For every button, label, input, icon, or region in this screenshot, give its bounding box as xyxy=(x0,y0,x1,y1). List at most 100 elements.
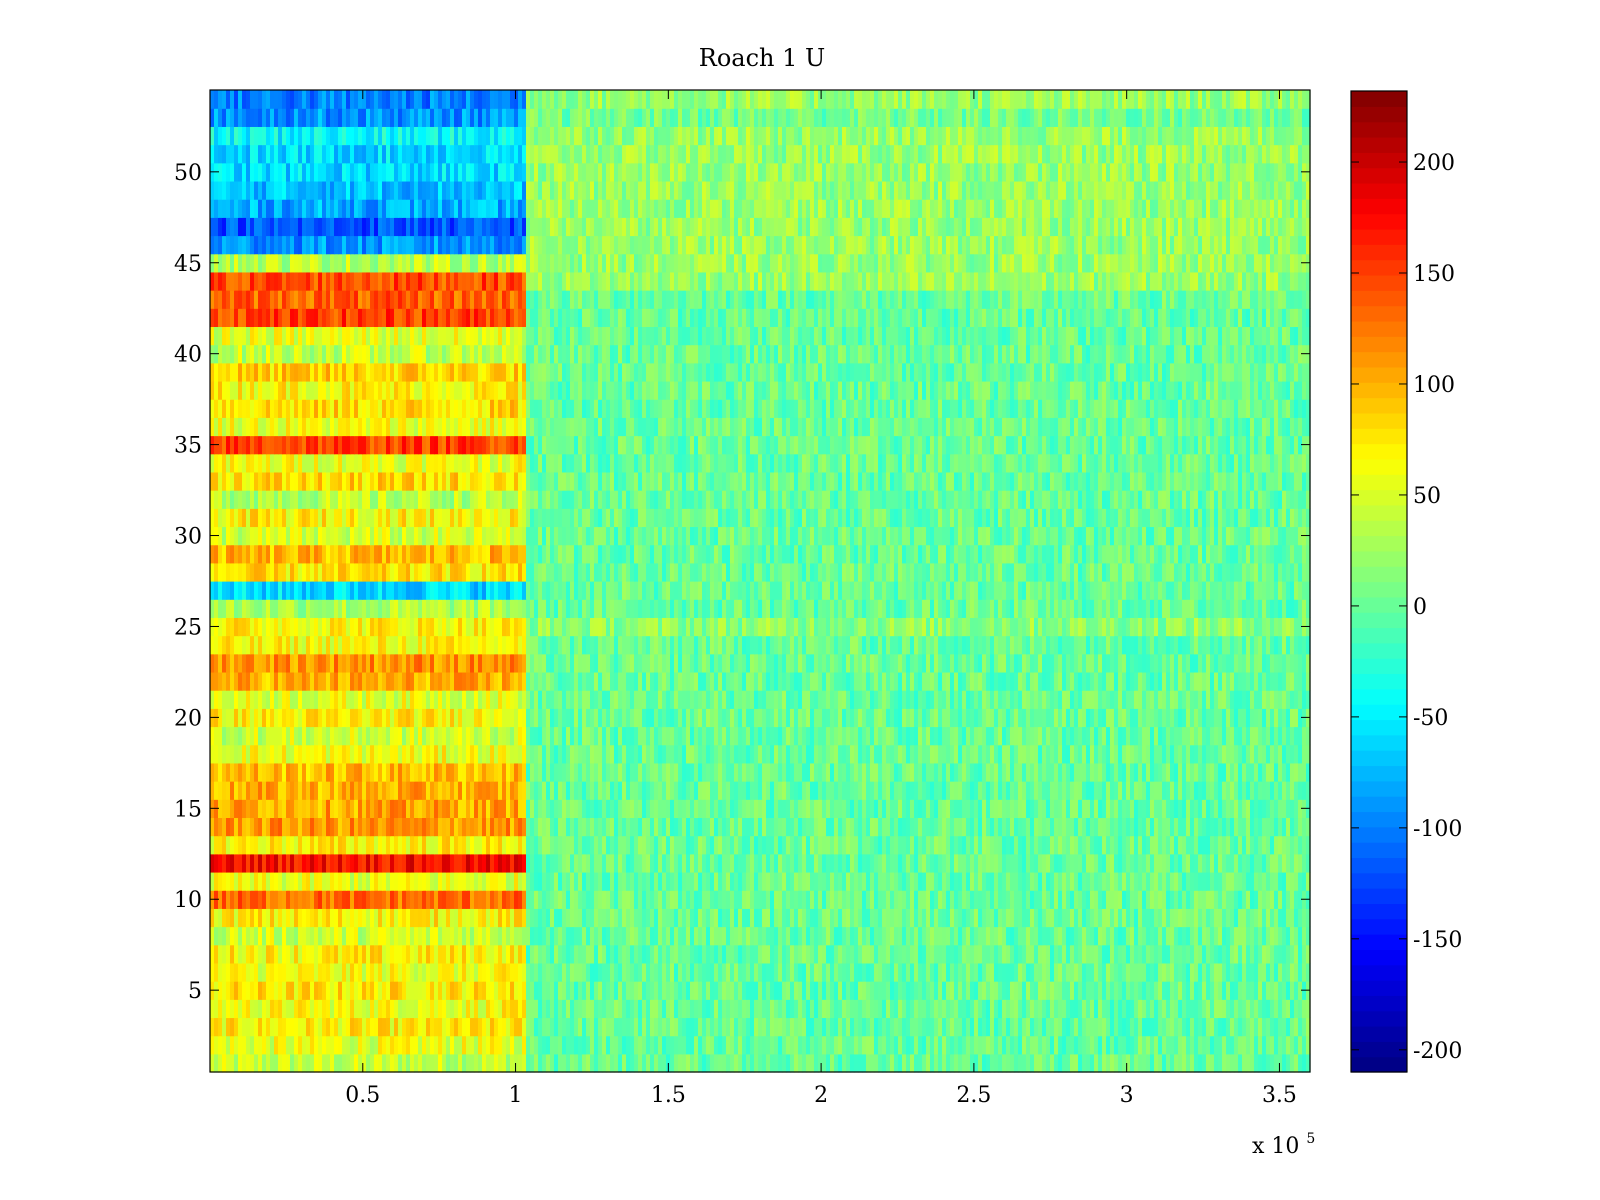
y-tick-label: 20 xyxy=(174,706,202,731)
colorbar-band xyxy=(1351,1041,1407,1058)
colorbar-tick-label: -50 xyxy=(1413,706,1448,731)
x-tick-label: 3.5 xyxy=(1262,1083,1297,1108)
colorbar-band xyxy=(1351,428,1407,445)
colorbar-band xyxy=(1351,336,1407,353)
colorbar-band xyxy=(1351,182,1407,199)
colorbar-band xyxy=(1351,596,1407,613)
x-tick-label: 3 xyxy=(1120,1083,1134,1108)
x-axis-multiplier-exponent: 5 xyxy=(1306,1131,1315,1147)
colorbar-band xyxy=(1351,320,1407,337)
colorbar-band xyxy=(1351,213,1407,230)
colorbar-tick-label: -100 xyxy=(1413,817,1462,842)
colorbar-band xyxy=(1351,351,1407,368)
heatmap-image xyxy=(210,90,1311,1073)
y-tick-label: 25 xyxy=(174,615,202,640)
colorbar-band xyxy=(1351,719,1407,736)
colorbar-band xyxy=(1351,535,1407,552)
x-tick-label: 0.5 xyxy=(345,1083,380,1108)
colorbar-band xyxy=(1351,612,1407,629)
colorbar-band xyxy=(1351,106,1407,123)
colorbar xyxy=(1351,91,1407,1073)
colorbar-band xyxy=(1351,397,1407,414)
colorbar-band xyxy=(1351,274,1407,291)
x-tick-label: 1.5 xyxy=(651,1083,686,1108)
colorbar-band xyxy=(1351,504,1407,521)
colorbar-tick-label: 100 xyxy=(1413,373,1455,398)
y-tick-label: 15 xyxy=(174,797,202,822)
colorbar-band xyxy=(1351,167,1407,184)
colorbar-band xyxy=(1351,627,1407,644)
y-tick-label: 30 xyxy=(174,525,202,550)
colorbar-band xyxy=(1351,244,1407,261)
colorbar-band xyxy=(1351,412,1407,429)
y-tick-label: 5 xyxy=(188,979,202,1004)
colorbar-band xyxy=(1351,995,1407,1012)
colorbar-band xyxy=(1351,750,1407,767)
colorbar-band xyxy=(1351,305,1407,322)
colorbar-band xyxy=(1351,903,1407,920)
colorbar-tick-label: 150 xyxy=(1413,262,1455,287)
colorbar-band xyxy=(1351,704,1407,721)
colorbar-band xyxy=(1351,934,1407,950)
plot-frame xyxy=(209,89,1311,1073)
colorbar-band xyxy=(1351,658,1407,675)
colorbar-band xyxy=(1351,811,1407,828)
colorbar-tick-label: 0 xyxy=(1413,595,1427,620)
colorbar-tick-label: 50 xyxy=(1413,484,1441,509)
colorbar-band xyxy=(1351,688,1407,705)
x-tick-label: 1 xyxy=(509,1083,523,1108)
colorbar-tick-label: -150 xyxy=(1413,928,1462,953)
colorbar-band xyxy=(1351,520,1407,537)
colorbar-band xyxy=(1351,228,1407,245)
y-tick-label: 45 xyxy=(174,252,202,277)
colorbar-band xyxy=(1351,1010,1407,1027)
colorbar-band xyxy=(1351,443,1407,460)
colorbar-band xyxy=(1351,566,1407,583)
colorbar-band xyxy=(1351,121,1407,138)
colorbar-band xyxy=(1351,642,1407,659)
colorbar-band xyxy=(1351,489,1407,506)
colorbar-band xyxy=(1351,826,1407,843)
chart-title: Roach 1 U xyxy=(699,44,825,72)
colorbar-band xyxy=(1351,918,1407,935)
colorbar-band xyxy=(1351,136,1407,153)
colorbar-band xyxy=(1351,474,1407,491)
colorbar-tick-label: -200 xyxy=(1413,1039,1462,1064)
colorbar-axis: -200 -150 -100 -50 0 50 100 150 200 xyxy=(1351,151,1462,1064)
colorbar-band xyxy=(1351,91,1407,107)
colorbar-band xyxy=(1351,1056,1407,1073)
x-axis-multiplier: x 10 5 xyxy=(1252,1131,1315,1159)
colorbar-band xyxy=(1351,290,1407,307)
colorbar-band xyxy=(1351,366,1407,383)
y-tick-label: 40 xyxy=(174,343,202,368)
colorbar-band xyxy=(1351,382,1407,399)
colorbar-tick-label: 200 xyxy=(1413,151,1455,176)
colorbar-band xyxy=(1351,980,1407,996)
colorbar-band xyxy=(1351,198,1407,215)
colorbar-band xyxy=(1351,550,1407,567)
y-tick-label: 35 xyxy=(174,434,202,459)
x-axis: 0.5 1 1.5 2 2.5 3 3.5 xyxy=(345,90,1297,1108)
colorbar-band xyxy=(1351,734,1407,751)
colorbar-band xyxy=(1351,780,1407,797)
colorbar-band xyxy=(1351,842,1407,859)
colorbar-band xyxy=(1351,259,1407,276)
x-tick-label: 2.5 xyxy=(956,1083,991,1108)
colorbar-band xyxy=(1351,458,1407,475)
y-tick-label: 50 xyxy=(174,161,202,186)
colorbar-band xyxy=(1351,796,1407,813)
x-tick-label: 2 xyxy=(814,1083,828,1108)
x-axis-multiplier-base: x 10 xyxy=(1252,1134,1299,1159)
colorbar-frame xyxy=(1350,90,1408,1073)
y-tick-label: 10 xyxy=(174,888,202,913)
colorbar-band xyxy=(1351,872,1407,889)
colorbar-band xyxy=(1351,152,1407,169)
colorbar-band xyxy=(1351,949,1407,966)
y-axis: 5 10 15 20 25 30 35 40 45 50 xyxy=(174,161,1310,1004)
colorbar-band xyxy=(1351,581,1407,598)
colorbar-band xyxy=(1351,673,1407,690)
colorbar-band xyxy=(1351,888,1407,904)
colorbar-band xyxy=(1351,1026,1407,1042)
colorbar-band xyxy=(1351,765,1407,782)
